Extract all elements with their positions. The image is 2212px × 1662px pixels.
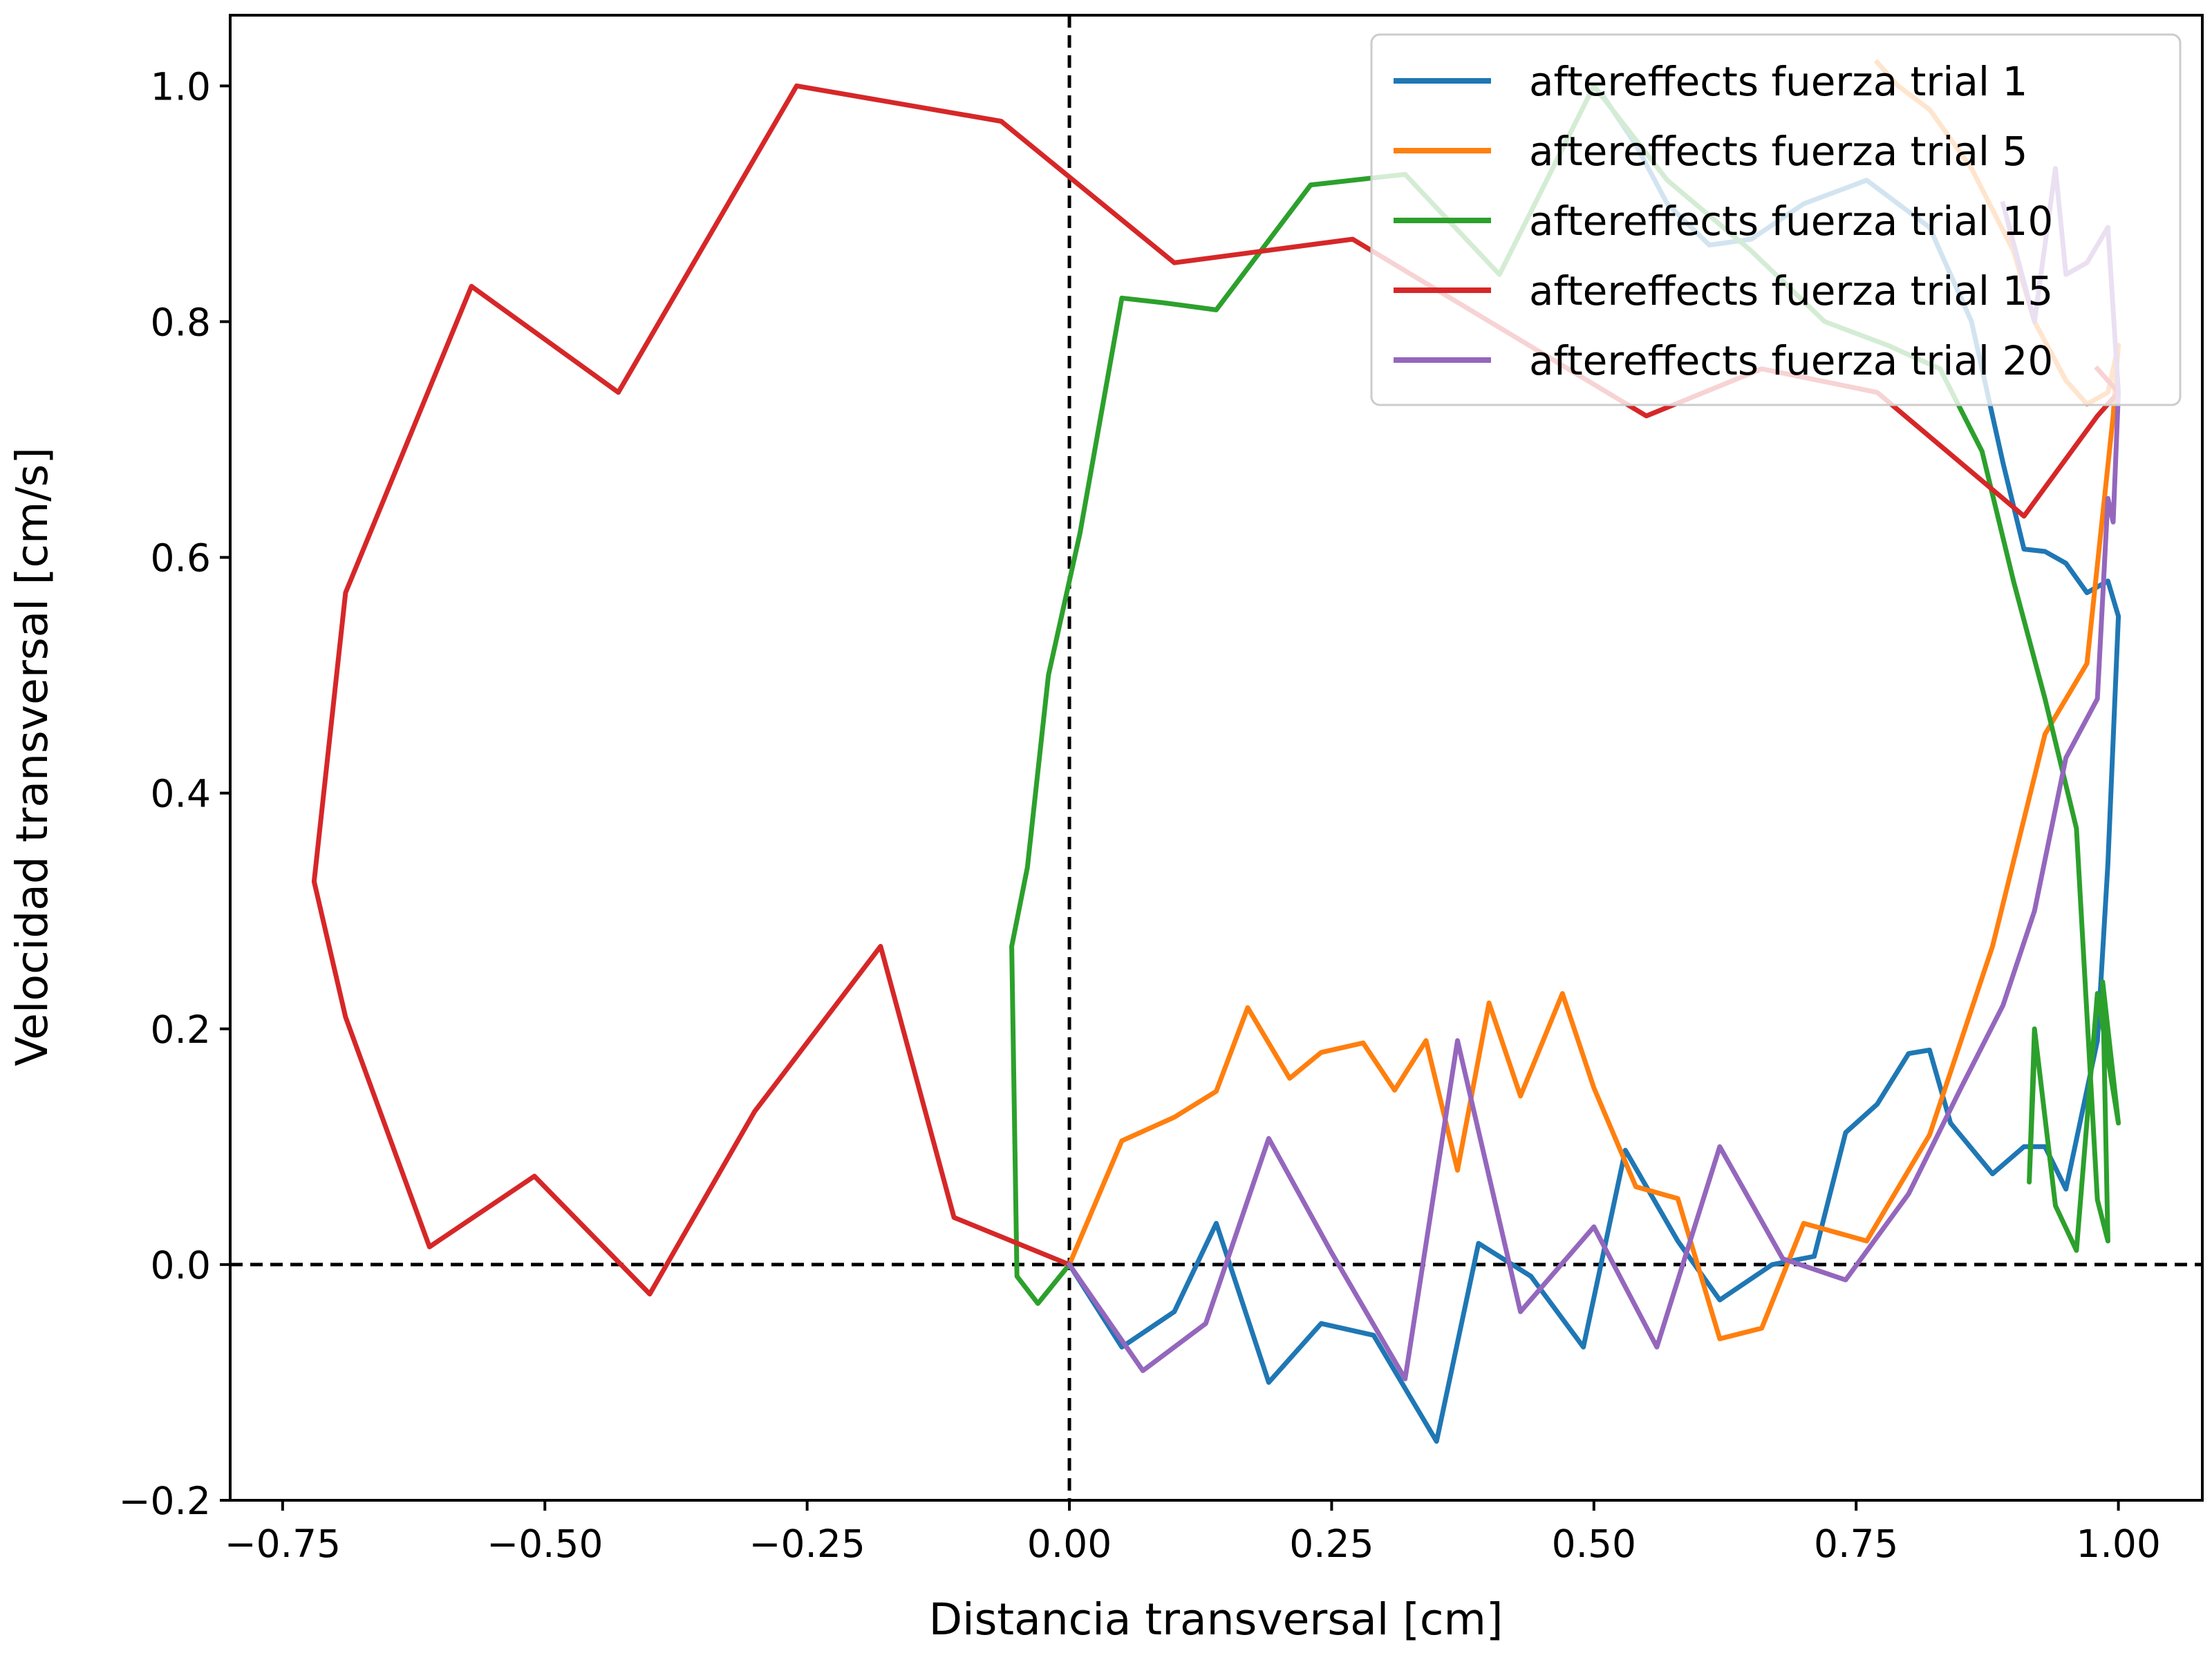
x-tick-label: 0.00 bbox=[1027, 1522, 1112, 1566]
x-tick-label: −0.25 bbox=[749, 1522, 865, 1566]
y-axis-label: Velocidad transversal [cm/s] bbox=[7, 447, 57, 1066]
x-tick-label: 1.00 bbox=[2076, 1522, 2160, 1566]
legend-label: aftereffects fuerza trial 15 bbox=[1529, 267, 2053, 314]
y-tick-label: 0.8 bbox=[151, 300, 211, 344]
y-tick-label: 0.0 bbox=[151, 1243, 211, 1287]
plot-frame bbox=[229, 14, 2204, 1502]
legend-label: aftereffects fuerza trial 20 bbox=[1529, 337, 2053, 384]
legend-label: aftereffects fuerza trial 5 bbox=[1529, 128, 2027, 175]
x-tick-label: 0.75 bbox=[1814, 1522, 1898, 1566]
y-axis: −0.2 0.0 0.2 0.4 0.6 0.8 1.0 bbox=[118, 64, 230, 1523]
x-axis-label: Distancia transversal [cm] bbox=[929, 1594, 1503, 1645]
legend: aftereffects fuerza trial 1 aftereffects … bbox=[1370, 33, 2182, 406]
reference-lines bbox=[230, 15, 2202, 1500]
y-tick-label: 1.0 bbox=[151, 64, 211, 108]
x-tick-label: −0.50 bbox=[487, 1522, 603, 1566]
legend-label: aftereffects fuerza trial 10 bbox=[1529, 198, 2053, 245]
legend-box bbox=[1370, 33, 2182, 406]
series-line-trial-4 bbox=[311, 83, 2121, 1296]
legend-label: aftereffects fuerza trial 1 bbox=[1529, 58, 2027, 105]
y-tick-label: −0.2 bbox=[118, 1479, 211, 1523]
y-tick-label: 0.2 bbox=[151, 1008, 211, 1052]
x-tick-label: −0.75 bbox=[225, 1522, 341, 1566]
y-tick-label: 0.6 bbox=[151, 536, 211, 580]
x-tick-label: 0.25 bbox=[1289, 1522, 1374, 1566]
x-axis: −0.75 −0.50 −0.25 0.00 0.25 0.50 0.75 1.00 bbox=[225, 1500, 2161, 1566]
x-tick-label: 0.50 bbox=[1552, 1522, 1636, 1566]
y-tick-label: 0.4 bbox=[151, 772, 211, 816]
